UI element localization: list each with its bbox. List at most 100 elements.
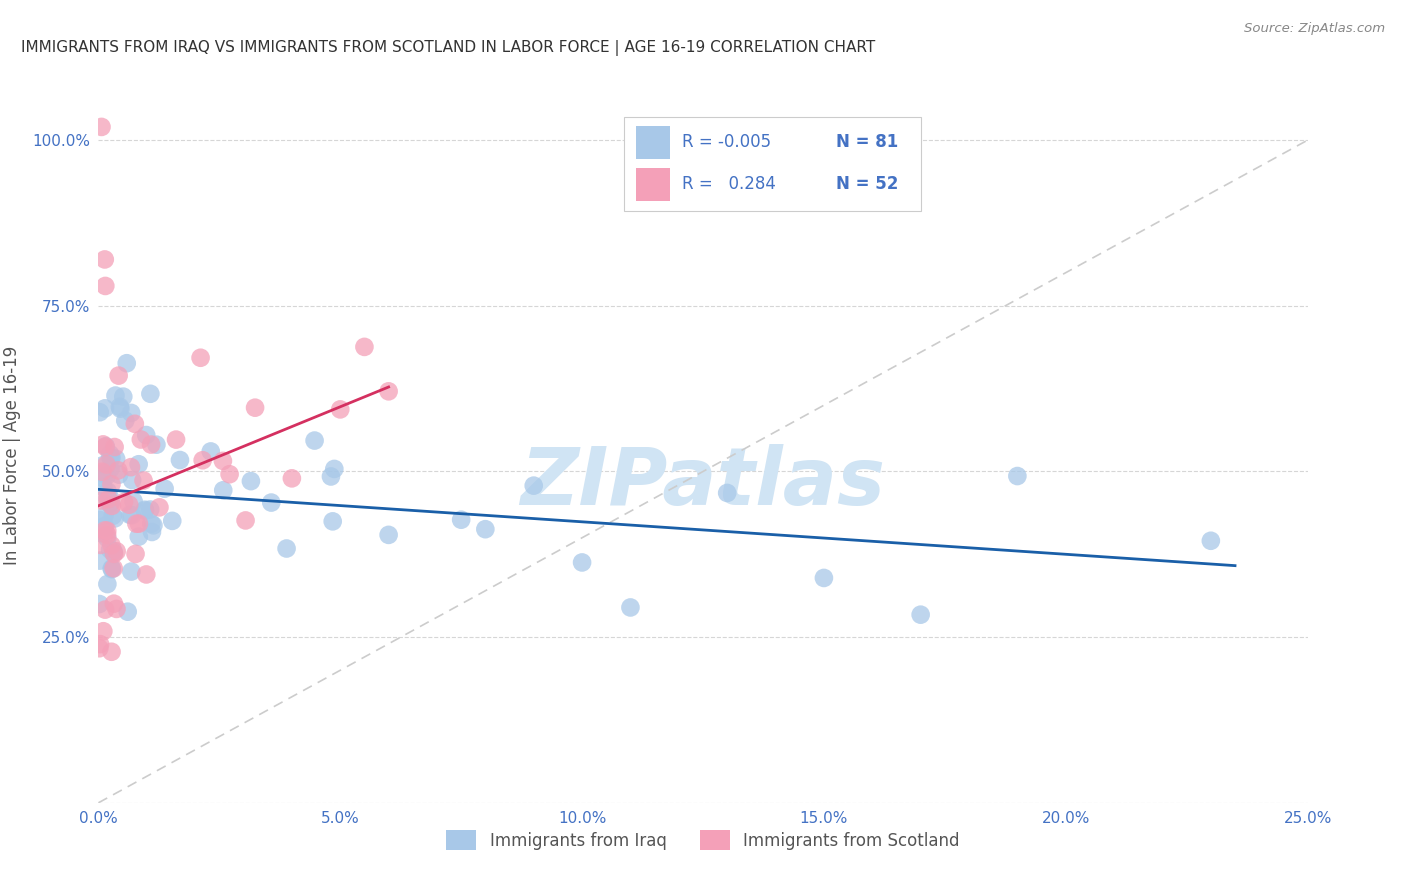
Point xyxy=(118,508,141,522)
Point xyxy=(101,562,124,576)
Point xyxy=(304,434,326,448)
Point xyxy=(190,351,212,365)
Point xyxy=(90,120,112,134)
Point xyxy=(93,508,115,523)
Point xyxy=(121,473,143,487)
Point xyxy=(165,433,187,447)
Point xyxy=(100,451,122,466)
Point xyxy=(108,467,131,482)
FancyBboxPatch shape xyxy=(637,126,671,159)
Point xyxy=(103,597,125,611)
Point xyxy=(94,602,117,616)
Point xyxy=(103,547,125,561)
Point xyxy=(89,637,111,651)
Point xyxy=(97,484,120,499)
Point xyxy=(145,438,167,452)
Point xyxy=(353,340,375,354)
Point xyxy=(139,437,162,451)
Point xyxy=(94,401,117,416)
Point xyxy=(523,478,546,492)
Point xyxy=(98,497,121,511)
Point xyxy=(94,439,117,453)
Text: N = 52: N = 52 xyxy=(837,175,898,193)
Point xyxy=(100,645,122,659)
Point xyxy=(98,490,121,504)
Point xyxy=(90,538,112,552)
Point xyxy=(90,526,112,541)
Point xyxy=(114,414,136,428)
Point xyxy=(98,462,121,476)
Point xyxy=(276,541,298,556)
Point xyxy=(200,444,222,458)
Point xyxy=(91,465,114,479)
Point xyxy=(90,493,112,508)
Point xyxy=(96,458,118,472)
Point xyxy=(124,417,146,431)
Point xyxy=(571,556,593,570)
Point xyxy=(377,384,399,399)
Point xyxy=(239,474,262,488)
Point xyxy=(98,542,121,557)
Point xyxy=(218,467,240,482)
Point xyxy=(135,428,157,442)
Point xyxy=(94,252,117,267)
Point xyxy=(94,440,117,454)
Point xyxy=(813,571,835,585)
Point xyxy=(103,544,125,558)
Point xyxy=(120,406,142,420)
Point xyxy=(139,502,162,516)
Point xyxy=(96,524,118,538)
Point xyxy=(118,498,141,512)
Point xyxy=(96,577,118,591)
Point xyxy=(212,454,235,468)
Point xyxy=(91,624,114,639)
Point xyxy=(120,565,142,579)
Point xyxy=(101,508,124,523)
Point xyxy=(89,597,111,611)
Point xyxy=(128,457,150,471)
Point xyxy=(120,460,142,475)
Point xyxy=(105,544,128,558)
Point xyxy=(1007,469,1029,483)
Point xyxy=(110,401,132,416)
Point xyxy=(281,471,304,485)
Point xyxy=(122,494,145,508)
Text: R =   0.284: R = 0.284 xyxy=(682,175,776,193)
Point xyxy=(96,528,118,542)
Point xyxy=(96,468,118,483)
Point xyxy=(124,547,146,561)
Point xyxy=(98,447,121,461)
Point xyxy=(153,482,176,496)
Point xyxy=(91,437,114,451)
Point xyxy=(101,561,124,575)
Point xyxy=(322,514,344,528)
Point xyxy=(134,502,156,516)
FancyBboxPatch shape xyxy=(637,168,671,201)
Point xyxy=(329,402,352,417)
Point xyxy=(112,495,135,509)
Point xyxy=(91,471,114,485)
Point xyxy=(260,495,283,509)
Point xyxy=(103,561,125,575)
Point xyxy=(104,388,127,402)
Point xyxy=(141,516,163,531)
Point xyxy=(107,463,129,477)
Point xyxy=(134,504,156,518)
Point xyxy=(129,433,152,447)
FancyBboxPatch shape xyxy=(624,118,921,211)
Point xyxy=(450,513,472,527)
Point xyxy=(94,524,117,538)
Text: R = -0.005: R = -0.005 xyxy=(682,133,772,151)
Point xyxy=(141,524,163,539)
Point xyxy=(115,356,138,370)
Point xyxy=(89,405,111,419)
Legend: Immigrants from Iraq, Immigrants from Scotland: Immigrants from Iraq, Immigrants from Sc… xyxy=(440,823,966,857)
Point xyxy=(96,491,118,506)
Point xyxy=(100,538,122,552)
Point xyxy=(107,368,129,383)
Point xyxy=(108,400,131,414)
Point xyxy=(148,500,170,515)
Point xyxy=(89,641,111,656)
Point xyxy=(162,514,184,528)
Point xyxy=(117,605,139,619)
